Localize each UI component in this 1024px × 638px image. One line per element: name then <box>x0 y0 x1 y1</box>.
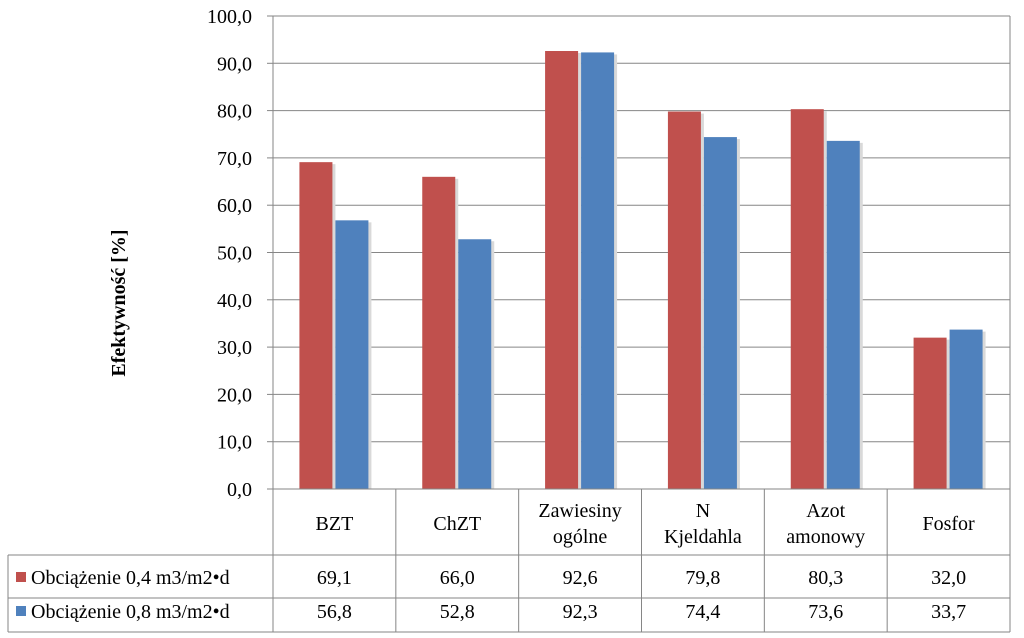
data-value-label: 52,8 <box>440 601 475 623</box>
data-value-label: 66,0 <box>440 567 475 589</box>
y-tick-label: 10,0 <box>217 432 252 454</box>
category-label-line: Kjeldahla <box>664 526 742 548</box>
bar <box>545 51 579 489</box>
bar <box>458 239 492 489</box>
y-tick-label: 40,0 <box>217 290 252 312</box>
bar <box>790 109 824 489</box>
bar <box>422 176 456 489</box>
category-label: BZT <box>316 513 354 535</box>
data-value-label: 92,6 <box>563 567 598 589</box>
category-label-line: Azot <box>806 500 845 522</box>
bar <box>581 52 615 490</box>
y-tick-label: 100,0 <box>207 6 252 28</box>
data-value-label: 56,8 <box>317 601 352 623</box>
category-label: Fosfor <box>922 513 975 535</box>
y-axis-label: Efektywność [%] <box>108 229 130 376</box>
y-tick-labels: 0,0 10,0 20,0 30,0 40,0 50,0 60,0 70,0 80,0 90,0 1… <box>207 6 273 501</box>
y-tick-label: 70,0 <box>217 148 252 170</box>
y-tick-label: 60,0 <box>217 195 252 217</box>
bar <box>335 220 369 489</box>
category-label-line: ogólne <box>553 526 608 548</box>
data-value-label: 33,7 <box>931 601 966 623</box>
bar <box>703 137 737 489</box>
data-value-label: 69,1 <box>317 567 352 589</box>
category-label: ChZT <box>433 513 481 535</box>
bar <box>913 337 947 489</box>
bar <box>299 162 333 490</box>
series-name: Obciążenie 0,4 m3/m2•d <box>31 567 230 589</box>
category-label: Azot amonowy <box>786 500 865 548</box>
bar <box>949 329 983 489</box>
legend-key <box>16 606 26 616</box>
y-tick-label: 30,0 <box>217 337 252 359</box>
legend-key <box>16 572 26 582</box>
data-value-label: 73,6 <box>808 601 843 623</box>
bar <box>667 111 701 490</box>
category-label-line: Zawiesiny <box>538 500 621 522</box>
bars <box>299 51 986 490</box>
y-tick-label: 20,0 <box>217 384 252 406</box>
y-tick-label: 90,0 <box>217 53 252 75</box>
data-table: BZT ChZT Zawiesiny ogólne N Kjeldahla Azot amon… <box>7 489 1011 633</box>
category-label-line: amonowy <box>786 526 865 548</box>
data-value-label: 74,4 <box>685 601 720 623</box>
bar <box>826 140 860 489</box>
data-value-label: 79,8 <box>685 567 720 589</box>
category-label: N Kjeldahla <box>664 500 742 548</box>
category-label: Zawiesiny ogólne <box>538 500 621 548</box>
y-tick-label: 50,0 <box>217 243 252 265</box>
gridlines <box>273 15 1010 443</box>
y-tick-label: 0,0 <box>227 479 252 501</box>
data-value-label: 32,0 <box>931 567 966 589</box>
data-value-label: 92,3 <box>563 601 598 623</box>
category-label-line: N <box>696 500 710 522</box>
y-tick-label: 80,0 <box>217 101 252 123</box>
data-value-label: 80,3 <box>808 567 843 589</box>
series-name: Obciążenie 0,8 m3/m2•d <box>31 601 230 623</box>
